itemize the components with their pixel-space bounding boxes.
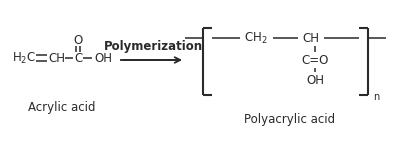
Text: H$_2$C: H$_2$C	[12, 50, 36, 66]
Text: OH: OH	[306, 74, 324, 86]
Text: C=O: C=O	[301, 54, 329, 66]
Text: OH: OH	[94, 51, 112, 65]
Text: O: O	[73, 34, 83, 46]
Text: CH$_2$: CH$_2$	[244, 30, 268, 46]
Text: C: C	[74, 51, 82, 65]
Text: CH: CH	[302, 31, 320, 45]
Text: Acrylic acid: Acrylic acid	[28, 101, 96, 115]
Text: CH: CH	[48, 51, 66, 65]
Text: Polyacrylic acid: Polyacrylic acid	[244, 113, 336, 127]
Text: n: n	[373, 92, 379, 102]
Text: Polymerization: Polymerization	[104, 40, 202, 52]
